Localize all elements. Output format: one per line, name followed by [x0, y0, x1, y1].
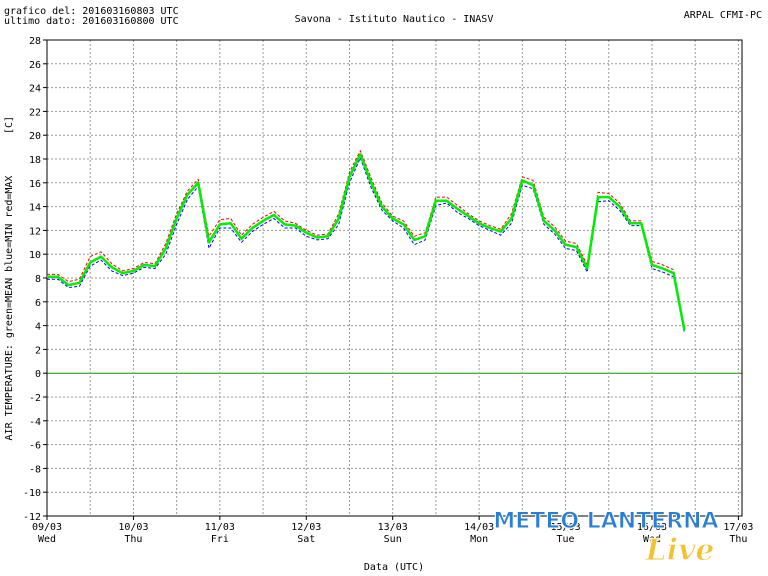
x-tick-label: 13/03 — [378, 522, 408, 533]
y-tick-label: -2 — [29, 393, 41, 404]
x-tick-weekday: Mon — [470, 534, 488, 545]
x-axis-label: Data (UTC) — [364, 562, 424, 573]
y-tick-label: 10 — [29, 250, 41, 261]
x-tick-label: 11/03 — [205, 522, 235, 533]
y-tick-label: -4 — [29, 417, 41, 428]
y-tick-label: -8 — [29, 464, 41, 475]
y-tick-label: 6 — [35, 298, 41, 309]
y-tick-label: 4 — [35, 322, 41, 333]
x-tick-label: 14/03 — [464, 522, 494, 533]
y-tick-label: -6 — [29, 441, 41, 452]
x-tick-weekday: Wed — [643, 534, 661, 545]
chart-title: Savona - Istituto Nautico - INASV — [295, 14, 494, 25]
y-unit: [C] — [4, 116, 15, 134]
y-tick-label: 26 — [29, 60, 41, 71]
y-tick-label: 22 — [29, 107, 41, 118]
x-tick-label: 10/03 — [118, 522, 148, 533]
x-tick-label: 15/03 — [550, 522, 580, 533]
watermark: METEO LANTERNA Live — [493, 509, 719, 569]
header-left: grafico del: 201603160803 UTC — [4, 6, 179, 17]
x-tick-label: 17/03 — [723, 522, 753, 533]
y-tick-label: 16 — [29, 179, 41, 190]
x-tick-label: 09/03 — [32, 522, 62, 533]
plot-area: -12-10-8-6-4-202468101214161820222426280… — [23, 36, 754, 545]
series-line — [47, 157, 685, 333]
x-tick-label: 12/03 — [291, 522, 321, 533]
y-tick-label: 18 — [29, 155, 41, 166]
x-tick-weekday: Thu — [124, 534, 142, 545]
header-right: ARPAL CFMI-PC — [684, 10, 762, 21]
watermark-text: METEO LANTERNA — [493, 509, 718, 534]
x-tick-weekday: Sat — [297, 534, 315, 545]
x-tick-label: 16/03 — [637, 522, 667, 533]
y-tick-label: 8 — [35, 274, 41, 285]
y-tick-label: 2 — [35, 345, 41, 356]
y-tick-label: 14 — [29, 203, 41, 214]
y-tick-label: -12 — [23, 512, 41, 523]
x-tick-weekday: Wed — [38, 534, 56, 545]
x-tick-weekday: Thu — [729, 534, 747, 545]
y-tick-label: 28 — [29, 36, 41, 47]
y-tick-label: 0 — [35, 369, 41, 380]
watermark-text: Live — [644, 533, 714, 568]
y-tick-label: 20 — [29, 131, 41, 142]
y-tick-label: 24 — [29, 84, 41, 95]
series-line — [47, 152, 686, 331]
x-tick-weekday: Sun — [384, 534, 402, 545]
x-tick-weekday: Tue — [557, 534, 575, 545]
x-tick-weekday: Fri — [211, 534, 229, 545]
series-line — [47, 150, 685, 327]
y-tick-label: -10 — [23, 488, 41, 499]
y-tick-label: 12 — [29, 226, 41, 237]
header-left: ultimo dato: 201603160800 UTC — [4, 16, 179, 27]
y-axis-label: AIR TEMPERATURE: green=MEAN blue=MIN red… — [4, 176, 15, 441]
